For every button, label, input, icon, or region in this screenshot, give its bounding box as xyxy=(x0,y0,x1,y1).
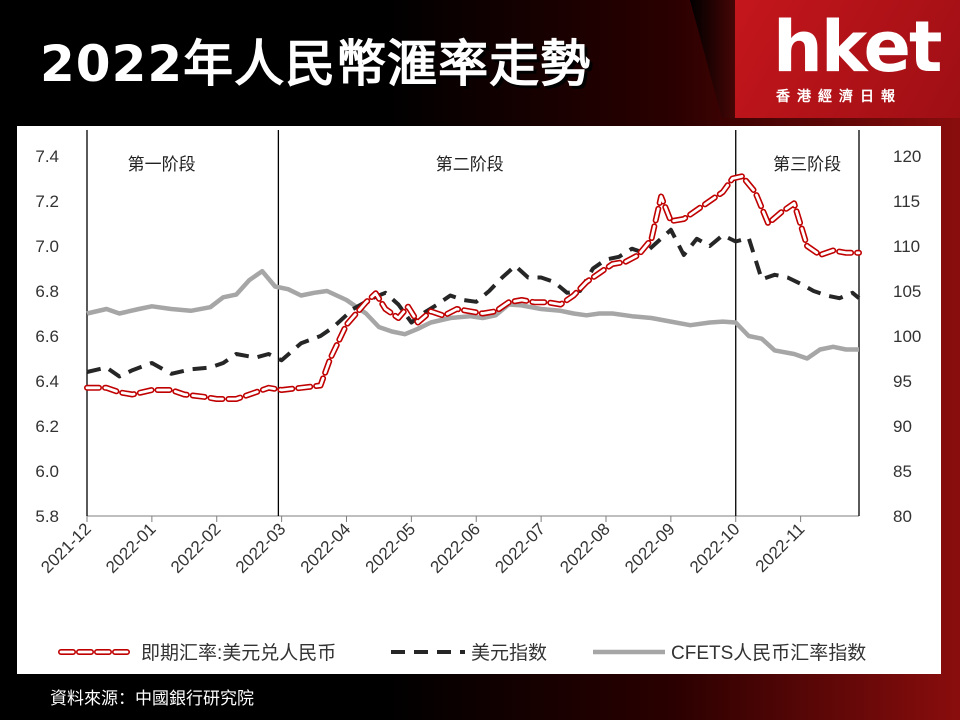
x-tick-label: 2022-06 xyxy=(427,519,485,577)
series-line-spot-inner xyxy=(85,174,861,401)
y-right-tick-label: 85 xyxy=(893,462,912,481)
y-right-tick-label: 100 xyxy=(893,327,921,346)
x-tick-label: 2022-10 xyxy=(686,519,744,577)
series-line-usd-index xyxy=(86,227,861,379)
chart-panel: 5.8 6.0 6.2 6.4 6.6 6.8 7.0 7.2 7.4 80 85 90 95 100 10… xyxy=(17,126,941,674)
rmb-exchange-rate-chart: 5.8 6.0 6.2 6.4 6.6 6.8 7.0 7.2 7.4 80 85 90 95 100 10… xyxy=(35,130,921,664)
y-right-tick-label: 115 xyxy=(893,192,920,211)
legend-label: 即期汇率:美元兑人民币 xyxy=(141,642,336,664)
y-left-tick-label: 5.8 xyxy=(35,507,59,526)
phase-label: 第一阶段 xyxy=(128,155,196,174)
y-right-tick-label: 120 xyxy=(893,147,921,166)
y-right-tick-label: 90 xyxy=(893,417,912,436)
x-tick-label: 2022-04 xyxy=(297,519,355,577)
source-note: 資料來源：中國銀行研究院 xyxy=(50,689,254,709)
y-right-tick-label: 105 xyxy=(893,282,921,301)
x-tick-label: 2022-07 xyxy=(491,519,549,577)
phase-label: 第三阶段 xyxy=(773,155,841,174)
y-left-tick-label: 6.2 xyxy=(35,417,59,436)
y-right-tick-label: 80 xyxy=(893,507,912,526)
page-title: 2022年人民幣滙率走勢 xyxy=(40,35,592,93)
x-tick-label: 2022-01 xyxy=(102,519,160,577)
y-right-tick-label: 110 xyxy=(893,237,920,256)
y-left-tick-label: 6.6 xyxy=(35,327,59,346)
legend-label: CFETS人民币汇率指数 xyxy=(671,642,866,664)
y-left-tick-label: 7.4 xyxy=(35,147,59,166)
y-left-tick-label: 6.0 xyxy=(35,462,59,481)
x-tick-label: 2022-03 xyxy=(232,519,290,577)
y-left-tick-label: 7.2 xyxy=(35,192,59,211)
series-line-spot-outer xyxy=(84,173,862,402)
phase-label: 第二阶段 xyxy=(436,155,504,174)
x-tick-label: 2022-11 xyxy=(752,519,809,576)
x-tick-label: 2022-05 xyxy=(362,519,420,577)
y-left-tick-label: 6.4 xyxy=(35,372,59,391)
series-line-cfets xyxy=(86,268,859,361)
x-tick-label: 2022-02 xyxy=(167,519,225,577)
y-left-tick-label: 6.8 xyxy=(35,282,59,301)
x-tick-label: 2022-09 xyxy=(621,519,679,577)
y-left-tick-label: 7.0 xyxy=(35,237,59,256)
hket-logo: hket xyxy=(773,6,942,88)
y-right-tick-label: 95 xyxy=(893,372,912,391)
x-tick-label: 2021-12 xyxy=(37,519,95,577)
logo-subtitle: 香港經濟日報 xyxy=(776,89,902,105)
x-tick-label: 2022-08 xyxy=(556,519,614,577)
legend-label: 美元指数 xyxy=(471,642,547,664)
logo-panel xyxy=(735,0,960,118)
